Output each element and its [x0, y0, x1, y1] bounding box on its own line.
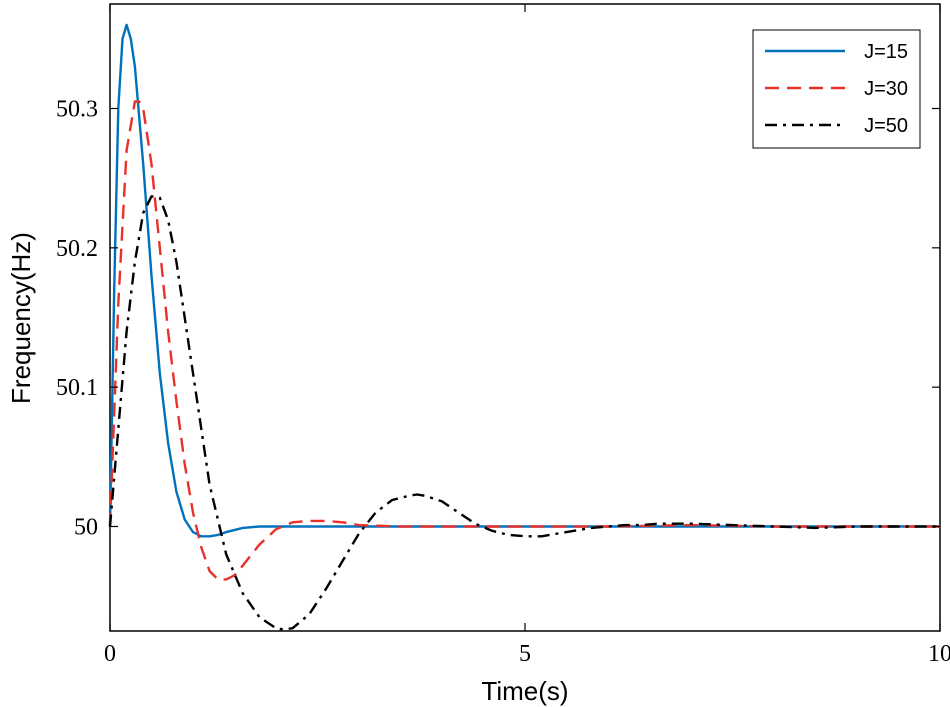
- series-line-2: [108, 100, 940, 581]
- x-tick-label: 5: [519, 641, 531, 667]
- ticks-group: 0 5 10 50 50.1 50.2 50.3: [56, 4, 950, 667]
- legend-items: J=15 J=30 J=50: [765, 41, 908, 137]
- series-group: [108, 23, 940, 631]
- x-axis-label: Time(s): [481, 676, 568, 706]
- legend: J=15 J=30 J=50: [752, 29, 921, 149]
- y-tick-label: 50: [74, 515, 98, 541]
- series-line-3: [108, 195, 940, 631]
- y-tick-label: 50.2: [56, 236, 98, 262]
- legend-label-1: J=15: [864, 41, 908, 63]
- y-axis-label: Frequency(Hz): [6, 232, 36, 404]
- y-tick-label: 50.3: [56, 97, 98, 123]
- legend-label-3: J=50: [864, 115, 908, 137]
- x-tick-label: 0: [104, 641, 116, 667]
- x-tick-label: 10: [928, 641, 950, 667]
- y-tick-label: 50.1: [56, 375, 98, 401]
- legend-label-2: J=30: [864, 78, 908, 100]
